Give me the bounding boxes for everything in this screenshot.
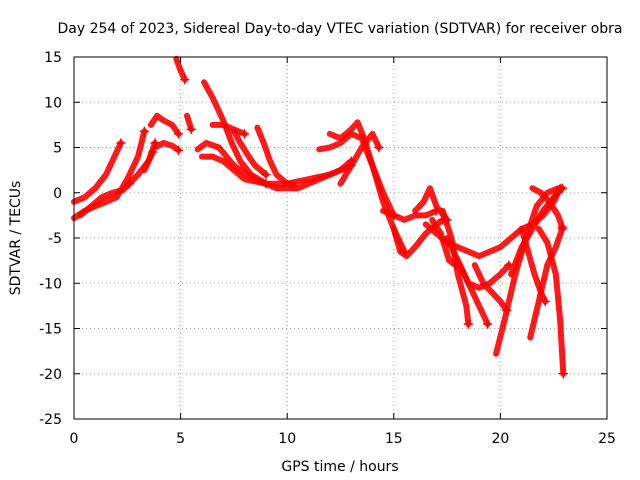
gridlines <box>74 57 607 419</box>
y-tick-label: 15 <box>44 50 62 66</box>
chart-title: Day 254 of 2023, Sidereal Day-to-day VTE… <box>57 21 622 37</box>
series-endpoint-marker <box>261 178 271 189</box>
series-track-15 <box>254 124 297 189</box>
series-endpoint-marker <box>180 74 190 85</box>
y-tick-label: -5 <box>48 231 62 247</box>
series-endpoint-marker <box>558 369 569 379</box>
series-endpoint-marker <box>139 126 150 136</box>
x-tick-label: 5 <box>176 431 185 447</box>
series-endpoint-marker <box>239 129 250 139</box>
series-endpoint-marker <box>374 142 384 153</box>
y-tick-label: 0 <box>53 186 62 202</box>
y-tick-label: -10 <box>39 276 62 292</box>
y-tick-label: 10 <box>44 95 62 111</box>
series-track-27 <box>471 262 510 314</box>
series-track-11 <box>198 153 355 187</box>
series-track-1 <box>71 140 124 205</box>
x-tick-label: 0 <box>70 431 79 447</box>
x-tick-label: 10 <box>278 431 296 447</box>
series-endpoint-marker <box>540 296 550 307</box>
y-tick-label: -15 <box>39 322 62 338</box>
series-track-22 <box>429 216 459 269</box>
series-track-33 <box>529 185 566 231</box>
y-tick-label: 5 <box>53 141 62 157</box>
series-track-5 <box>141 149 156 174</box>
series-track-31 <box>527 225 566 341</box>
y-axis-label: SDTVAR / TECUs <box>8 181 24 296</box>
x-tick-label: 25 <box>598 431 616 447</box>
y-tick-label: -25 <box>39 412 62 428</box>
series-endpoint-marker <box>482 319 493 329</box>
series-endpoint-marker <box>288 180 299 191</box>
series-track-32 <box>535 225 567 377</box>
series-endpoint-marker <box>261 169 271 180</box>
x-tick-label: 20 <box>491 431 509 447</box>
series-endpoint-marker <box>463 319 474 329</box>
series-track-19 <box>380 207 440 223</box>
series-endpoint-marker <box>557 222 567 232</box>
data-series <box>71 55 569 379</box>
series-endpoint-marker <box>116 138 126 148</box>
series-endpoint-marker <box>186 124 197 135</box>
x-tick-label: 15 <box>385 431 403 447</box>
x-axis-label: GPS time / hours <box>281 459 398 475</box>
series-endpoint-marker <box>557 183 567 193</box>
series-track-28 <box>493 185 566 357</box>
series-track-12 <box>201 79 269 187</box>
series-track-14 <box>230 128 269 178</box>
series-endpoint-marker <box>173 129 184 139</box>
series-track-7 <box>152 140 182 154</box>
series-track-24 <box>439 207 472 327</box>
series-track-13 <box>209 121 248 137</box>
series-track-17 <box>326 119 408 255</box>
series-track-3 <box>77 180 133 219</box>
y-tick-label: -20 <box>39 367 62 383</box>
series-track-29 <box>508 185 566 278</box>
series-track-8 <box>173 55 188 83</box>
series-track-18 <box>337 130 382 187</box>
series-track-6 <box>147 112 182 137</box>
axis-ticks: 0 5 10 15 20 25 -25 -20 -15 -10 -5 0 5 10 15 <box>39 50 616 447</box>
series-endpoint-marker <box>173 145 184 155</box>
